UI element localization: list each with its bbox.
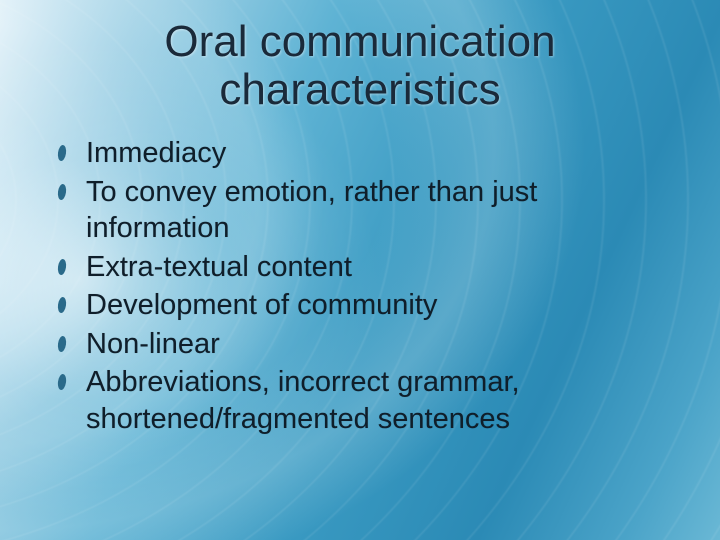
bullet-text: Abbreviations, incorrect grammar, shorte… (86, 366, 520, 435)
list-item: Abbreviations, incorrect grammar, shorte… (52, 364, 680, 437)
bullet-text: Immediacy (86, 137, 226, 169)
list-item: Non-linear (52, 326, 680, 363)
bullet-text: Extra-textual content (86, 251, 352, 283)
bullet-text: Non-linear (86, 328, 220, 360)
slide-title: Oral communication characteristics (0, 0, 720, 113)
bullet-text: Development of community (86, 289, 437, 321)
title-line-1: Oral communication (164, 17, 555, 66)
bullet-text: To convey emotion, rather than just info… (86, 176, 537, 245)
list-item: Immediacy (52, 135, 680, 172)
slide: Oral communication characteristics Immed… (0, 0, 720, 540)
list-item: Development of community (52, 287, 680, 324)
list-item: To convey emotion, rather than just info… (52, 174, 680, 247)
title-line-2: characteristics (219, 65, 500, 114)
bullet-list: Immediacy To convey emotion, rather than… (52, 135, 680, 437)
list-item: Extra-textual content (52, 249, 680, 286)
